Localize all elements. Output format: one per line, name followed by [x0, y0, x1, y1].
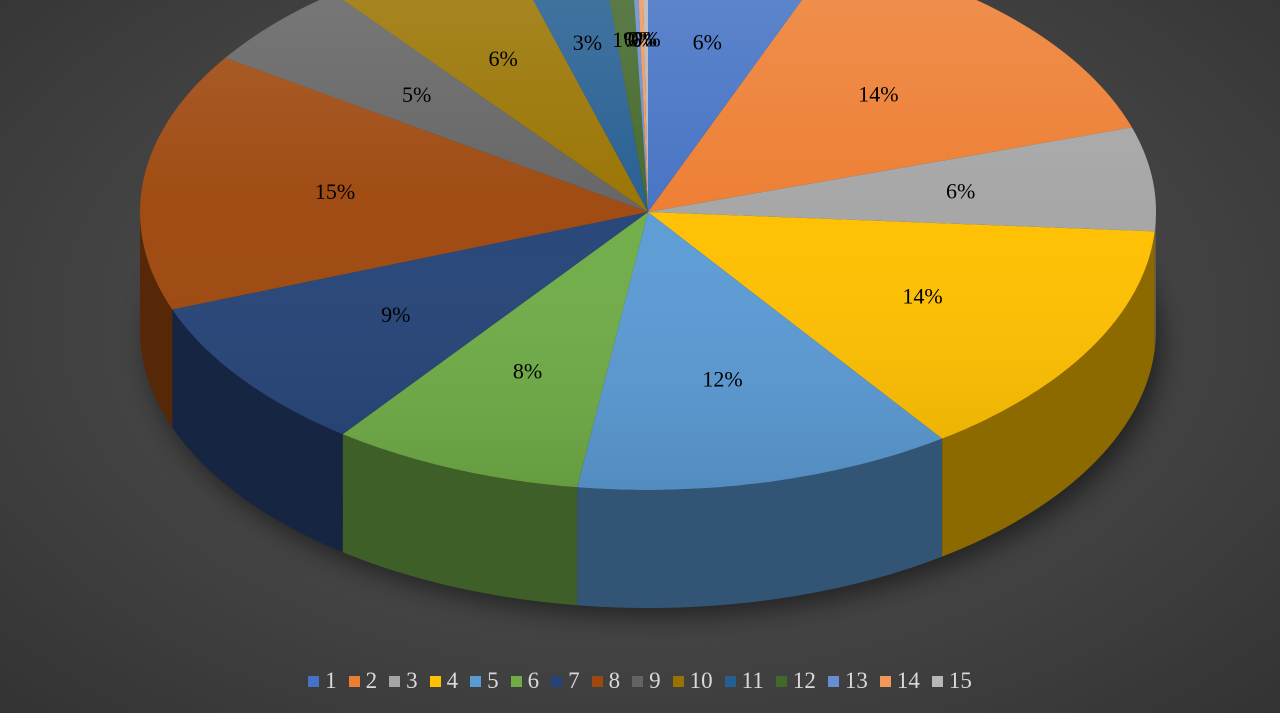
- data-label-12: 1%: [612, 27, 641, 52]
- legend-item-15: 15: [931, 668, 972, 694]
- legend-swatch-6: [510, 675, 522, 687]
- legend-swatch-4: [429, 675, 441, 687]
- legend-swatch-11: [724, 675, 736, 687]
- data-label-15: 0%: [631, 27, 660, 52]
- data-label-10: 6%: [489, 46, 518, 71]
- legend-label-9: 9: [649, 668, 661, 693]
- legend-swatch-2: [348, 675, 360, 687]
- data-label-14: 0%: [628, 27, 657, 52]
- legend-swatch-14: [879, 675, 891, 687]
- legend-item-12: 12: [775, 668, 816, 694]
- data-label-7: 9%: [381, 302, 410, 327]
- legend-item-13: 13: [827, 668, 868, 694]
- legend-item-9: 9: [632, 668, 661, 694]
- data-label-4: 14%: [902, 283, 942, 308]
- legend-item-8: 8: [591, 668, 621, 694]
- legend-label-4: 4: [446, 668, 459, 693]
- legend-label-8: 8: [608, 668, 621, 693]
- legend-swatch-5: [470, 675, 482, 687]
- data-label-11: 3%: [573, 30, 602, 55]
- legend-item-7: 7: [551, 668, 580, 694]
- data-label-6: 8%: [513, 358, 542, 383]
- legend-label-1: 1: [325, 668, 337, 693]
- data-label-1: 6%: [693, 30, 722, 55]
- data-label-8: 15%: [315, 179, 355, 204]
- legend: 1 2 3 4 5 6 7 8 9 10 11 12 13 14 15: [0, 664, 1280, 698]
- legend-label-11: 11: [741, 668, 764, 693]
- legend-swatch-12: [775, 675, 787, 687]
- data-label-2: 14%: [858, 82, 898, 107]
- legend-swatch-10: [672, 675, 684, 687]
- data-label-3: 6%: [946, 179, 975, 204]
- legend-item-11: 11: [724, 668, 764, 694]
- legend-item-1: 1: [308, 668, 337, 694]
- legend-label-12: 12: [792, 668, 816, 693]
- pie-label-layer: 6%14%6%14%12%8%9%15%5%6%3% 1%0%0%0%: [315, 27, 975, 392]
- legend-swatch-1: [308, 675, 320, 687]
- pie-side-3: [1154, 212, 1156, 350]
- legend-label-13: 13: [844, 668, 868, 693]
- legend-label-14: 14: [896, 668, 920, 693]
- data-label-13: 0%: [624, 27, 653, 52]
- legend-item-2: 2: [348, 668, 378, 694]
- legend-swatch-8: [591, 675, 603, 687]
- legend-swatch-9: [632, 675, 644, 687]
- legend-item-5: 5: [470, 668, 499, 694]
- legend-swatch-15: [931, 675, 943, 687]
- data-label-5: 12%: [702, 367, 742, 392]
- legend-item-10: 10: [672, 668, 713, 694]
- data-label-9: 5%: [402, 82, 431, 107]
- legend-swatch-3: [389, 675, 401, 687]
- legend-item-14: 14: [879, 668, 920, 694]
- legend-item-6: 6: [510, 668, 540, 694]
- legend-label-5: 5: [487, 668, 499, 693]
- legend-label-10: 10: [689, 668, 713, 693]
- legend-label-15: 15: [948, 668, 972, 693]
- legend-label-2: 2: [365, 668, 378, 693]
- legend-label-3: 3: [406, 668, 418, 693]
- legend-swatch-7: [551, 675, 563, 687]
- legend-item-4: 4: [429, 668, 459, 694]
- pie-chart-svg: 6%14%6%14%12%8%9%15%5%6%3% 1%0%0%0%: [140, 0, 1160, 615]
- legend-label-7: 7: [568, 668, 580, 693]
- legend-item-3: 3: [389, 668, 418, 694]
- legend-swatch-13: [827, 675, 839, 687]
- legend-label-6: 6: [527, 668, 540, 693]
